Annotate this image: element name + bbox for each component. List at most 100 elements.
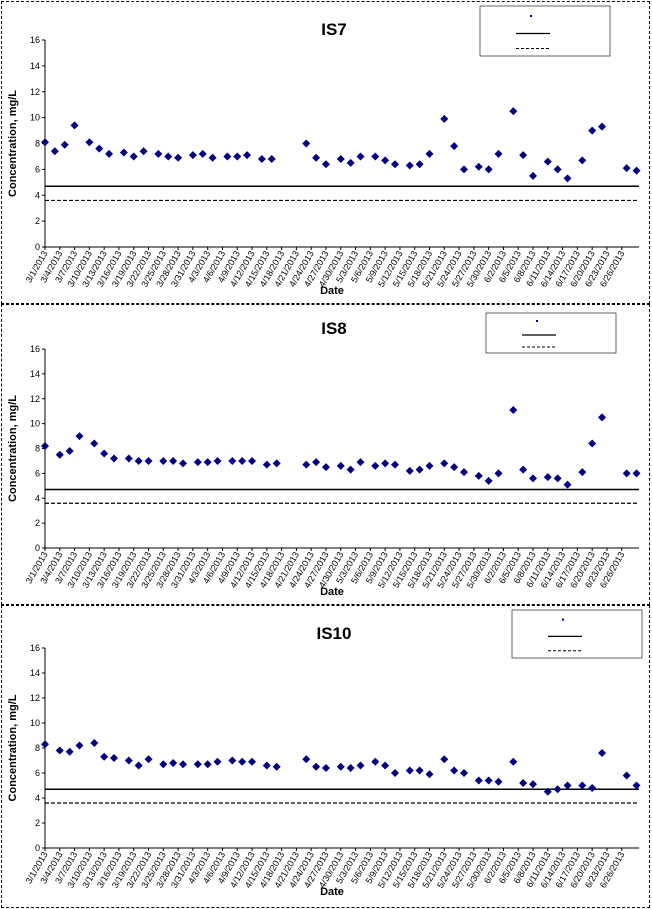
data-point [622, 771, 631, 780]
chart-panel-is7: IS7 0 2 4 6 8 10 12 14 16 3/1/2013 3/4/2013 3/7/2013… [1, 1, 650, 304]
data-point [381, 459, 390, 468]
y-tick-label: 10 [30, 718, 40, 728]
data-point [248, 757, 257, 766]
data-point [188, 151, 197, 160]
data-point [208, 153, 217, 162]
data-point [312, 762, 321, 771]
data-point [578, 156, 587, 165]
data-point [179, 760, 188, 769]
data-point [632, 469, 641, 478]
data-point [213, 456, 222, 465]
data-point [519, 779, 528, 787]
data-point [553, 474, 562, 483]
data-point [460, 769, 469, 777]
data-point [622, 469, 631, 478]
y-axis-label: Concentration, mg/L [7, 694, 19, 801]
data-point [588, 784, 597, 792]
data-point [405, 766, 414, 775]
data-point [563, 781, 572, 790]
data-point [159, 760, 168, 769]
y-tick-label: 14 [30, 668, 40, 678]
data-point [390, 769, 399, 777]
data-point [484, 776, 493, 785]
data-point [85, 138, 94, 147]
data-point [494, 149, 503, 158]
data-point [110, 754, 119, 762]
data-point [509, 757, 518, 766]
data-point [425, 149, 434, 158]
data-point [405, 161, 414, 170]
data-point [346, 465, 355, 474]
data-point [321, 463, 330, 472]
data-point [139, 147, 148, 156]
y-tick-label: 14 [30, 61, 40, 71]
data-point [598, 749, 607, 757]
data-point [41, 740, 49, 749]
y-tick-label: 10 [30, 419, 40, 429]
y-tick-label: 2 [35, 818, 40, 828]
data-point [174, 153, 183, 162]
data-point [598, 413, 607, 422]
data-point [494, 777, 503, 786]
data-point [70, 121, 79, 130]
data-point [578, 468, 587, 477]
data-point [622, 164, 631, 173]
x-axis-label: Date [320, 886, 344, 898]
data-point [179, 459, 188, 468]
data-point [598, 122, 607, 131]
chart-panel-is8: IS8 0 2 4 6 8 10 12 14 16 3/1/2013 3/4/2013 3/7/2013… [1, 304, 650, 605]
data-point [529, 171, 538, 180]
legend-marker-swatch [562, 618, 564, 621]
y-tick-label: 6 [35, 164, 40, 174]
data-point [588, 126, 597, 135]
data-point [134, 456, 143, 465]
chart-svg-is7: IS702468101214163/1/20133/4/20133/7/2013… [7, 5, 641, 297]
data-point [262, 460, 271, 469]
y-tick-label: 4 [35, 793, 40, 803]
data-point [302, 460, 311, 469]
data-point [474, 471, 483, 480]
data-point [312, 153, 321, 162]
data-point [50, 147, 59, 156]
data-point [553, 165, 562, 174]
data-point [238, 757, 247, 766]
data-point [371, 461, 380, 470]
data-point [543, 157, 552, 166]
data-point [460, 165, 469, 174]
y-tick-label: 4 [35, 493, 40, 503]
data-point [243, 151, 252, 160]
data-point [193, 458, 202, 467]
y-tick-label: 0 [35, 843, 40, 853]
y-tick-label: 12 [30, 394, 40, 404]
legend-box [511, 609, 643, 659]
data-point [529, 780, 538, 789]
data-point [336, 461, 345, 470]
data-point [321, 160, 330, 169]
data-point [474, 162, 483, 171]
data-point [356, 152, 365, 161]
data-point [588, 439, 597, 448]
data-point [509, 107, 518, 116]
data-point [543, 787, 552, 796]
data-point [159, 456, 168, 465]
data-point [65, 446, 74, 455]
chart-title: IS10 [317, 624, 352, 643]
data-point [405, 466, 414, 475]
data-point [632, 166, 641, 175]
data-point [100, 449, 109, 458]
chart-title: IS7 [321, 20, 347, 39]
data-point [346, 158, 355, 167]
legend-box [479, 5, 611, 57]
chart-title: IS8 [321, 319, 347, 338]
data-point [356, 458, 365, 467]
data-point [233, 152, 242, 161]
data-point [440, 114, 449, 123]
data-point [41, 138, 49, 147]
data-point [119, 148, 128, 157]
data-point [198, 149, 207, 158]
data-point [415, 160, 424, 169]
data-point [425, 461, 434, 470]
data-point [381, 761, 390, 770]
data-point [203, 458, 212, 467]
data-point [450, 766, 459, 775]
